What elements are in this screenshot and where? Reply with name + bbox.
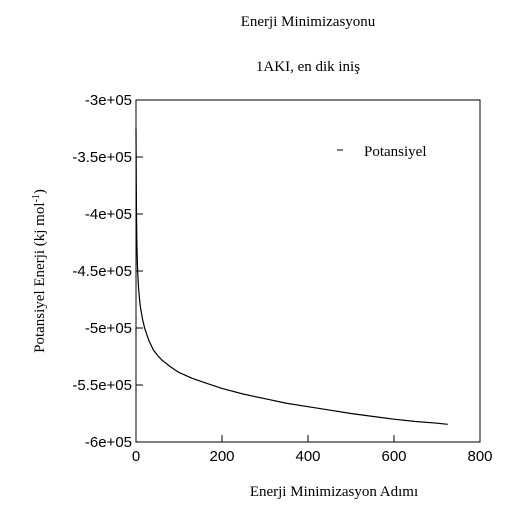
y-axis-label: Potansiyel Enerji (kj mol-1) [31, 189, 49, 353]
x-tick-label: 400 [295, 448, 320, 465]
plot-frame [136, 100, 480, 442]
y-axis-label-close: ) [32, 189, 48, 194]
y-axis-label-main: Potansiyel Enerji (kj mol [32, 202, 48, 352]
x-tick-label: 200 [209, 448, 234, 465]
x-tick-label: 600 [381, 448, 406, 465]
y-tick-label: -4.5e+05 [72, 263, 132, 280]
chart-subtitle: 1AKI, en dik iniş [256, 59, 360, 75]
y-tick-label: -5.5e+05 [72, 377, 132, 394]
x-tick-label: 0 [132, 448, 140, 465]
y-axis-ticks: -3e+05 -3.5e+05 -4e+05 -4.5e+05 -5e+05 -5.5e+… [72, 92, 143, 451]
chart-title: Enerji Minimizasyonu [241, 14, 376, 30]
series-line-potansiyel [136, 129, 448, 425]
x-axis-ticks: 0 200 400 600 800 [132, 435, 493, 465]
y-tick-label: -6e+05 [85, 434, 132, 451]
y-axis-label-superscript: -1 [31, 194, 42, 202]
series-layer [136, 129, 448, 425]
y-tick-label: -4e+05 [85, 206, 132, 223]
legend-label: Potansiyel [364, 144, 427, 160]
y-tick-label: -5e+05 [85, 320, 132, 337]
x-tick-label: 800 [467, 448, 492, 465]
x-axis-label: Enerji Minimizasyon Adımı [250, 484, 418, 500]
y-tick-label: -3.5e+05 [72, 149, 132, 166]
legend: Potansiyel [337, 144, 427, 160]
y-tick-label: -3e+05 [85, 92, 132, 109]
